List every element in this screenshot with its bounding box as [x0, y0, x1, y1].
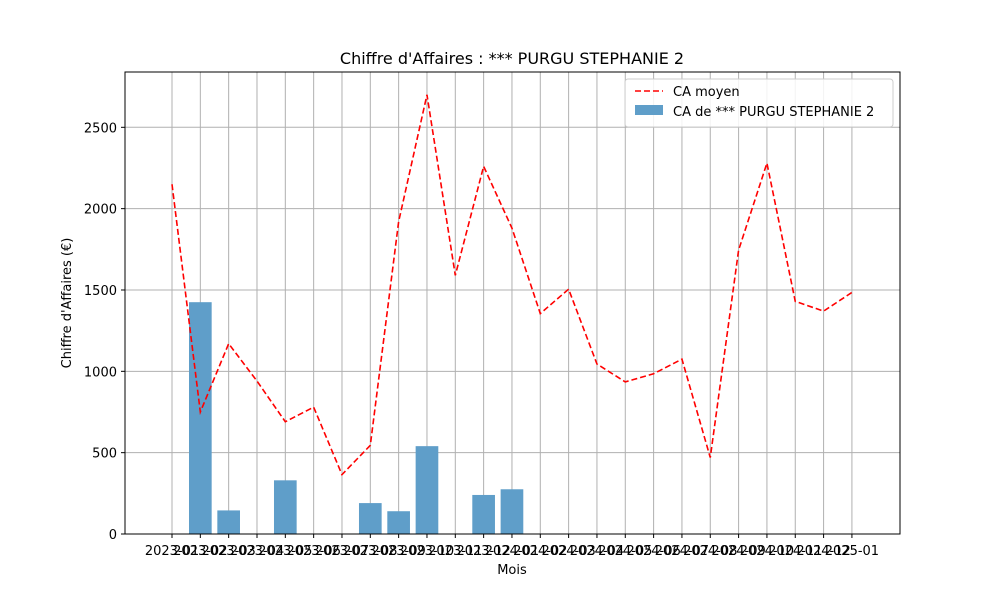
x-tick-label: 2023-08: [343, 544, 397, 559]
bar: [415, 446, 439, 534]
x-tick-label: 2024-11: [768, 544, 822, 559]
x-tick-label: 2025-01: [825, 544, 879, 559]
x-tick-label: 2023-07: [315, 544, 369, 559]
x-tick-label: 2024-08: [683, 544, 737, 559]
x-tick-label: 2023-10: [400, 544, 454, 559]
legend-box: [624, 78, 894, 128]
plot-frame: [124, 71, 901, 535]
x-tick-label: 2023-12: [456, 544, 510, 559]
bar: [217, 510, 240, 534]
bar-series: [188, 302, 524, 534]
x-tick-label: 2024-12: [796, 544, 850, 559]
bar: [358, 503, 382, 534]
x-tick-label: 2024-09: [711, 544, 765, 559]
y-tick-label: 0: [109, 528, 117, 543]
bar: [500, 489, 524, 534]
bar: [273, 480, 297, 534]
y-axis-title: Chiffre d'Affaires (€): [60, 238, 75, 369]
x-tick-label: 2023-06: [286, 544, 340, 559]
line-series: [171, 94, 853, 477]
legend-bar-swatch: [635, 105, 663, 115]
bar: [188, 302, 212, 534]
legend: CA moyen CA de *** PURGU STEPHANIE 2: [624, 78, 894, 128]
y-tick-label: 2000: [84, 203, 117, 218]
bar: [387, 511, 410, 534]
x-tick-label: 2024-07: [655, 544, 709, 559]
x-tick-label: 2024-02: [513, 544, 567, 559]
y-tick-label: 500: [92, 447, 117, 462]
legend-label-bar: CA de *** PURGU STEPHANIE 2: [673, 105, 874, 120]
y-tick-label: 2500: [84, 121, 117, 136]
x-tick-label: 2024-01: [485, 544, 539, 559]
x-tick-label: 2023-01: [145, 544, 199, 559]
y-tick-label: 1500: [84, 284, 117, 299]
axis-ticks: 2023-012023-022023-032023-042023-052023-…: [84, 121, 879, 559]
x-tick-label: 2024-06: [626, 544, 680, 559]
chart-title: Chiffre d'Affaires : *** PURGU STEPHANIE…: [340, 49, 684, 68]
bar: [472, 494, 495, 534]
x-tick-label: 2023-02: [173, 544, 227, 559]
x-tick-label: 2023-11: [428, 544, 482, 559]
x-tick-label: 2024-03: [541, 544, 595, 559]
x-tick-label: 2023-04: [230, 544, 284, 559]
line-ca-moyen: [171, 94, 853, 477]
y-tick-label: 1000: [84, 365, 117, 380]
x-tick-label: 2024-05: [598, 544, 652, 559]
legend-label-line: CA moyen: [673, 85, 740, 100]
x-tick-label: 2023-05: [258, 544, 312, 559]
x-tick-label: 2024-04: [570, 544, 624, 559]
x-tick-label: 2023-03: [201, 544, 255, 559]
x-tick-label: 2024-10: [740, 544, 794, 559]
x-axis-title: Mois: [497, 563, 527, 578]
x-tick-label: 2023-09: [371, 544, 425, 559]
